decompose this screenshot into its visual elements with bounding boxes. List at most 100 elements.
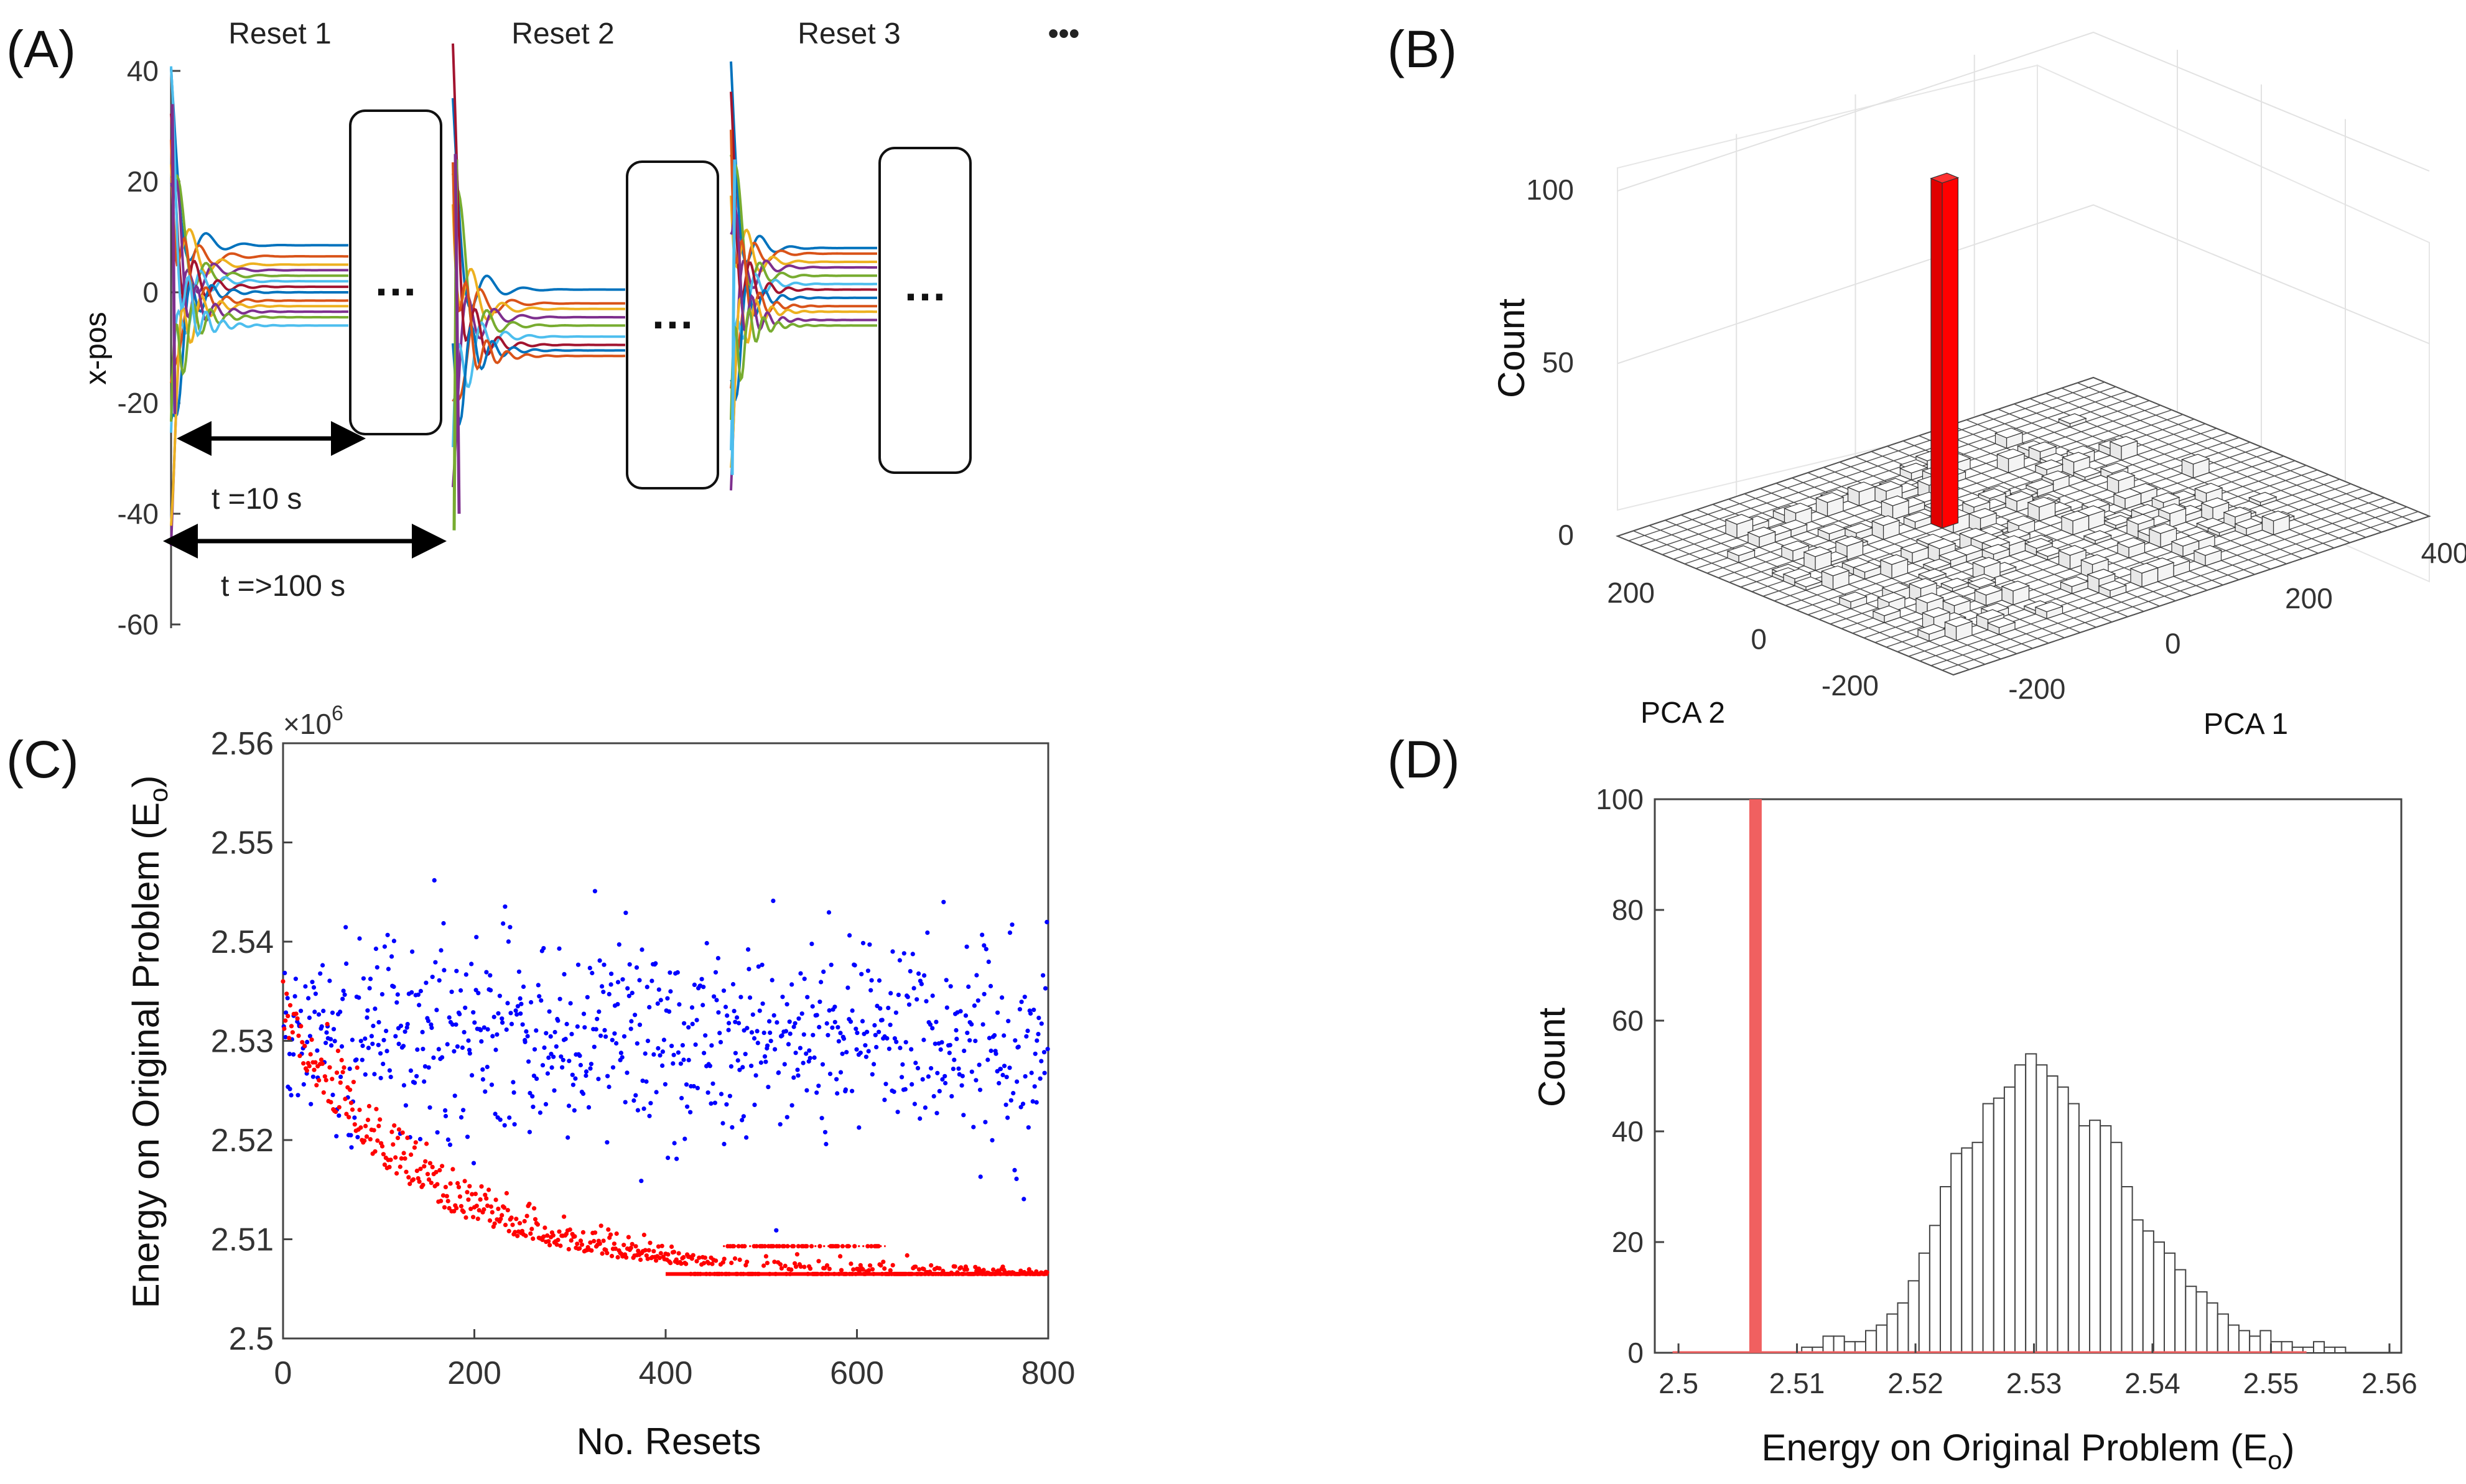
panel-c-point-blue bbox=[367, 986, 372, 991]
panel-d-ytick-label: 0 bbox=[1627, 1337, 1644, 1369]
panel-c-point-blue bbox=[737, 1067, 742, 1072]
panel-c-point-blue bbox=[1029, 1070, 1034, 1075]
panel-c-point-blue bbox=[480, 1067, 485, 1072]
panel-c-point-blue bbox=[483, 1089, 488, 1094]
panel-b-bar bbox=[1803, 546, 1833, 557]
panel-c-point-blue bbox=[1013, 1038, 1018, 1043]
panel-c-point-blue bbox=[342, 992, 347, 997]
panel-c-point-blue bbox=[689, 1005, 695, 1010]
panel-c-point-red bbox=[351, 1080, 356, 1085]
panel-d-bar bbox=[2217, 1313, 2229, 1353]
reset-1-trace bbox=[170, 66, 348, 338]
panel-c-point-blue bbox=[741, 1114, 746, 1119]
panel-c-point-blue bbox=[603, 1034, 608, 1039]
panel-c-point-blue bbox=[751, 1036, 757, 1041]
panel-c-point-red bbox=[456, 1185, 462, 1190]
panel-c-point-blue bbox=[798, 1046, 803, 1050]
panel-c-point-red bbox=[593, 1230, 598, 1235]
panel-c-point-red bbox=[405, 1135, 410, 1140]
panel-c-point-blue bbox=[381, 1062, 386, 1067]
panel-c-point-blue bbox=[518, 1011, 523, 1016]
panel-c-point-blue bbox=[401, 1083, 407, 1088]
panel-c-point-red bbox=[638, 1257, 643, 1263]
panel-b-bar bbox=[2057, 545, 2087, 556]
panel-c-point-red bbox=[824, 1263, 830, 1268]
panel-c-point-blue bbox=[601, 990, 606, 995]
panel-c-point-blue bbox=[863, 1054, 868, 1059]
panel-c-point-red bbox=[458, 1203, 464, 1208]
panel-c-point-blue bbox=[597, 958, 602, 963]
panel-b-bar bbox=[1968, 508, 1998, 519]
panel-c-point-red bbox=[676, 1251, 681, 1256]
panel-d-bar bbox=[2003, 1086, 2016, 1354]
panel-c-point-blue bbox=[384, 1049, 389, 1054]
panel-c-point-blue bbox=[366, 1046, 371, 1050]
panel-b-bar bbox=[1900, 542, 1930, 554]
panel-c-point-red bbox=[575, 1241, 580, 1246]
panel-c-point-red bbox=[461, 1209, 466, 1214]
panel-d-bar bbox=[2089, 1120, 2101, 1353]
panel-c-point-blue bbox=[600, 984, 605, 989]
panel-c-point-red bbox=[402, 1156, 407, 1161]
panel-c-point-blue bbox=[299, 1008, 304, 1013]
panel-c-point-blue bbox=[727, 1093, 732, 1098]
panel-c-point-blue bbox=[313, 991, 318, 996]
panel-c-point-red bbox=[338, 1080, 343, 1085]
panel-b-bar bbox=[1874, 481, 1904, 492]
panel-c-point-blue bbox=[925, 930, 930, 935]
panel-c-point-blue bbox=[985, 1057, 990, 1062]
panel-c-point-blue bbox=[645, 1039, 651, 1044]
panel-c-point-red bbox=[916, 1267, 921, 1272]
panel-c-point-blue bbox=[699, 976, 704, 981]
panel-c-ytick-label: 2.5 bbox=[229, 1321, 274, 1357]
panel-c-point-blue bbox=[340, 996, 345, 1001]
panel-b-bar bbox=[1980, 603, 2010, 614]
panel-c-point-red bbox=[434, 1170, 439, 1175]
panel-c-point-red bbox=[579, 1242, 585, 1247]
panel-c-point-blue bbox=[816, 1083, 821, 1088]
panel-c-point-blue bbox=[838, 1070, 844, 1075]
panel-c-point-blue bbox=[461, 1108, 466, 1113]
panel-c-point-red bbox=[890, 1263, 895, 1268]
panel-c-point-blue bbox=[330, 1010, 335, 1015]
panel-c-point-blue bbox=[727, 1021, 732, 1026]
panel-c-point-blue bbox=[484, 970, 489, 975]
panel-c-point-red bbox=[643, 1248, 648, 1253]
panel-c-point-blue bbox=[919, 981, 924, 986]
panel-c-point-blue bbox=[564, 1021, 569, 1027]
panel-c-point-red bbox=[479, 1184, 484, 1189]
panel-c-point-red bbox=[374, 1106, 379, 1111]
panel-c-point-red bbox=[921, 1267, 926, 1272]
panel-b-wall-gridline bbox=[1617, 31, 2430, 192]
panel-c-point-blue bbox=[1000, 1072, 1005, 1078]
panel-c-point-blue bbox=[421, 1047, 426, 1052]
panel-b-bar bbox=[2034, 601, 2064, 613]
panel-c-point-red bbox=[771, 1244, 776, 1249]
panel-c-point-blue bbox=[817, 999, 822, 1004]
panel-c-point-blue bbox=[756, 964, 761, 969]
reset-3-trace bbox=[730, 307, 877, 420]
panel-c-point-blue bbox=[870, 1072, 875, 1077]
panel-c-point-red bbox=[860, 1267, 865, 1272]
panel-b-bar bbox=[1986, 617, 2016, 628]
panel-c-point-blue bbox=[789, 982, 794, 987]
panel-c-point-red bbox=[430, 1164, 435, 1169]
panel-c-point-blue bbox=[1010, 922, 1015, 927]
panel-c-point-blue bbox=[1043, 986, 1048, 991]
panel-c-point-blue bbox=[330, 1092, 335, 1097]
panel-c-ytick-label: 2.51 bbox=[211, 1222, 274, 1258]
panel-c-point-blue bbox=[360, 1057, 365, 1062]
panel-c-scatter: 2.5 2.51 2.52 2.53 2.54 2.55 2.56 0 200 400 600 80… bbox=[125, 702, 1075, 1462]
panel-c-point-red bbox=[406, 1175, 411, 1180]
panel-c-point-blue bbox=[518, 996, 523, 1001]
panel-c-point-blue bbox=[778, 1122, 783, 1127]
panel-c-point-blue bbox=[916, 971, 921, 976]
panel-c-point-red bbox=[763, 1254, 768, 1259]
panel-c-point-blue bbox=[321, 1008, 326, 1013]
panel-c-point-blue bbox=[457, 1011, 462, 1017]
panel-c-point-red bbox=[562, 1214, 567, 1219]
panel-c-point-blue bbox=[1007, 1065, 1012, 1070]
panel-c-point-blue bbox=[771, 898, 776, 903]
panel-c-point-blue bbox=[466, 1038, 471, 1043]
panel-c-point-blue bbox=[577, 1053, 582, 1058]
